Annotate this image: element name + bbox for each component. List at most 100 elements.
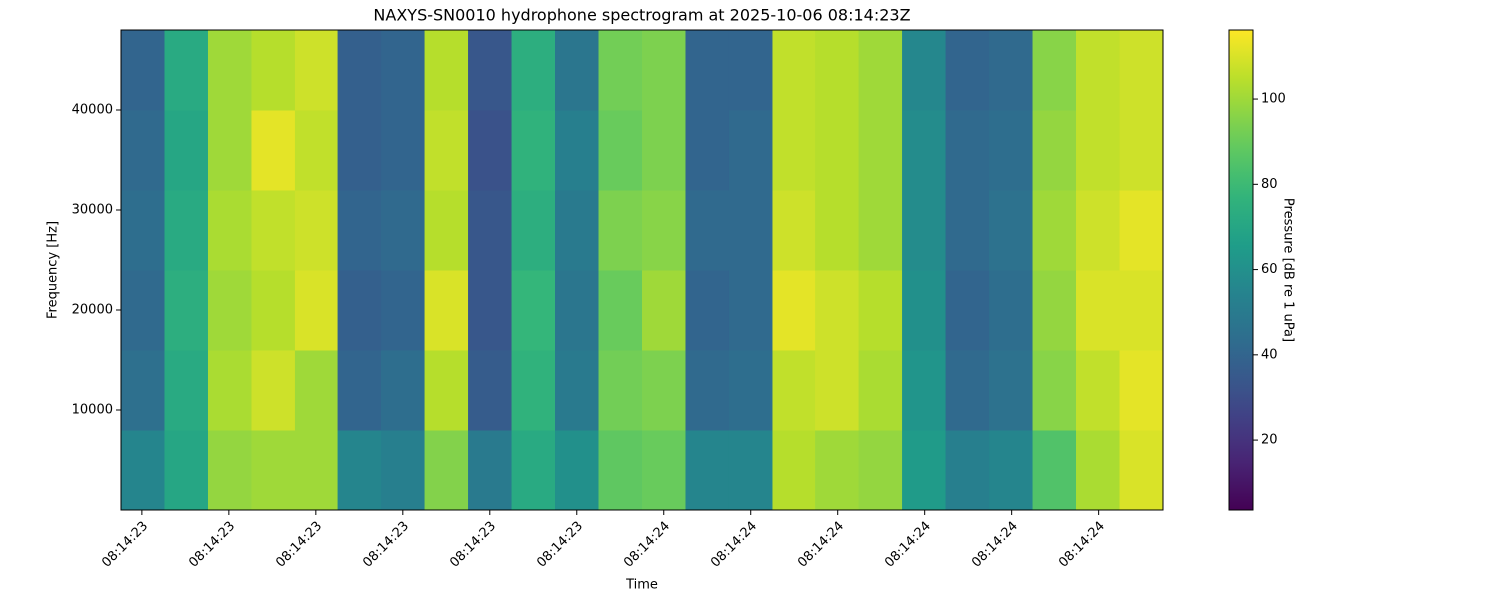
heatmap-cell (251, 350, 296, 431)
heatmap-cell (858, 270, 903, 351)
heatmap-cell (642, 350, 686, 431)
heatmap-cell (424, 110, 469, 191)
heatmap-cell (902, 270, 947, 351)
heatmap-cell (1032, 350, 1077, 431)
heatmap-cell (337, 110, 382, 191)
heatmap-cell (294, 430, 339, 511)
heatmap-cell (728, 190, 773, 271)
heatmap-cell (1076, 30, 1121, 111)
heatmap-cell (1032, 270, 1077, 351)
heatmap-cell (815, 190, 860, 271)
heatmap-cell (555, 350, 600, 431)
chart-title: NAXYS-SN0010 hydrophone spectrogram at 2… (373, 6, 910, 25)
heatmap-cell (468, 190, 513, 271)
heatmap-cell (642, 110, 686, 191)
heatmap-cell (121, 30, 165, 111)
x-tick-label: 08:14:24 (969, 519, 1021, 571)
heatmap-cell (728, 270, 773, 351)
heatmap-cell (728, 30, 773, 111)
x-tick-label: 08:14:23 (360, 519, 412, 571)
heatmap-cell (772, 190, 816, 271)
heatmap-cell (642, 430, 686, 511)
heatmap-cell (511, 30, 556, 111)
heatmap-cell (772, 350, 816, 431)
heatmap-cell (337, 30, 382, 111)
heatmap-cell (468, 110, 513, 191)
heatmap-cell (598, 350, 643, 431)
heatmap-cell (164, 110, 209, 191)
heatmap-cell (685, 190, 730, 271)
heatmap-cell (511, 430, 556, 511)
y-tick-label: 20000 (72, 303, 113, 318)
heatmap-cell (858, 30, 903, 111)
heatmap-cell (989, 110, 1034, 191)
heatmap-cell (728, 110, 773, 191)
heatmap-cell (685, 110, 730, 191)
heatmap-cell (1076, 350, 1121, 431)
heatmap-cell (1032, 190, 1077, 271)
heatmap-cell (1032, 110, 1077, 191)
heatmap-cell (902, 190, 947, 271)
heatmap-cell (1076, 110, 1121, 191)
colorbar-tick-label: 60 (1261, 262, 1278, 277)
heatmap-cell (424, 30, 469, 111)
heatmap-cell (424, 190, 469, 271)
heatmap-cell (424, 270, 469, 351)
heatmap-cell (121, 190, 165, 271)
colorbar-tick-label: 80 (1261, 177, 1278, 192)
heatmap-cell (381, 190, 426, 271)
heatmap-cell (598, 270, 643, 351)
heatmap-cell (772, 430, 816, 511)
x-axis-label: Time (625, 578, 658, 593)
heatmap-cell (858, 190, 903, 271)
heatmap-cell (642, 30, 686, 111)
colorbar-tick-label: 100 (1261, 92, 1286, 107)
x-tick-label: 08:14:24 (882, 519, 934, 571)
heatmap-cell (381, 30, 426, 111)
heatmap-cell (164, 30, 209, 111)
heatmap-cell (121, 110, 165, 191)
colorbar-tick-label: 40 (1261, 347, 1278, 362)
y-axis-label: Frequency [Hz] (46, 221, 61, 319)
heatmap-cell (511, 350, 556, 431)
heatmap-cell (1119, 190, 1164, 271)
heatmap-cell (1119, 110, 1164, 191)
heatmap-cell (294, 190, 339, 271)
heatmap-cell (555, 190, 600, 271)
heatmap-cell (164, 350, 209, 431)
heatmap-cell (207, 30, 252, 111)
heatmap-cell (381, 350, 426, 431)
heatmap-cell (902, 110, 947, 191)
heatmap-cell (598, 430, 643, 511)
heatmap-cell (858, 430, 903, 511)
heatmap-cell (207, 350, 252, 431)
heatmap-cell (555, 30, 600, 111)
colorbar-tick-label: 20 (1261, 433, 1278, 448)
heatmap-cell (815, 350, 860, 431)
heatmap-cell (164, 430, 209, 511)
heatmap-cell (1119, 350, 1164, 431)
heatmap-cell (121, 430, 165, 511)
heatmap-cell (642, 190, 686, 271)
heatmap-cell (598, 110, 643, 191)
x-tick-label: 08:14:24 (708, 519, 760, 571)
colorbar-label: Pressure [dB re 1 uPa] (1281, 198, 1296, 342)
heatmap-cell (945, 350, 990, 431)
heatmap-cell (1076, 430, 1121, 511)
heatmap-cell (685, 30, 730, 111)
heatmap-cell (598, 190, 643, 271)
x-tick-label: 08:14:23 (447, 519, 499, 571)
heatmap-cell (989, 430, 1034, 511)
heatmap-cell (337, 190, 382, 271)
heatmap-cell (337, 350, 382, 431)
heatmap-cell (989, 190, 1034, 271)
heatmap-cell (511, 190, 556, 271)
heatmap-cell (381, 110, 426, 191)
x-tick-label: 08:14:24 (621, 519, 673, 571)
heatmap-cell (902, 30, 947, 111)
heatmap-cell (468, 30, 513, 111)
heatmap-cell (772, 110, 816, 191)
heatmap-cell (858, 350, 903, 431)
heatmap-cell (902, 350, 947, 431)
x-tick-label: 08:14:23 (186, 519, 238, 571)
